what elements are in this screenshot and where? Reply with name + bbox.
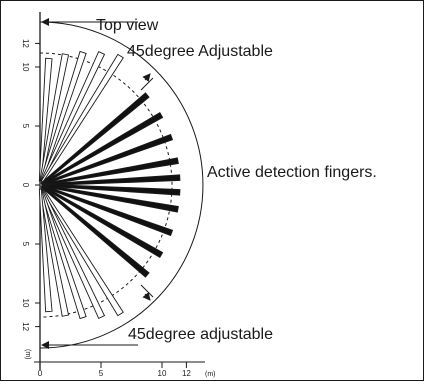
y-tick-label: 10 — [21, 63, 30, 72]
x-tick-label: 10 — [158, 369, 167, 378]
lower-adjust-marker — [140, 284, 154, 298]
x-axis-unit: (m) — [205, 371, 216, 378]
y-tick-label: 10 — [21, 299, 30, 308]
adjustable-finger — [38, 188, 53, 313]
upper-adjust-marker — [140, 77, 154, 91]
adjustable-arc — [39, 21, 204, 349]
y-tick-label: 5 — [21, 242, 30, 247]
active-finger — [40, 185, 150, 278]
y-tick-label: 12 — [21, 39, 30, 48]
y-tick-label: 5 — [21, 124, 30, 129]
title-top-view: Top view — [96, 17, 159, 34]
y-tick-label: 0 — [21, 183, 30, 188]
x-tick-label: 12 — [182, 369, 191, 378]
detection-fingers-label: Active detection fingers. — [207, 164, 377, 181]
adjustable-finger — [40, 53, 124, 183]
y-axis-unit: (m) — [24, 349, 31, 360]
upper-adjust-label: 45degree Adjustable — [127, 43, 273, 60]
lower-adjust-label: 45degree adjustable — [128, 326, 273, 343]
y-tick-label: 12 — [21, 322, 30, 331]
lower-adjust-arrow — [142, 292, 151, 301]
x-tick-label: 0 — [38, 369, 43, 378]
y-axis-ticks: 12 10 5 0 5 10 12 — [21, 39, 40, 332]
x-tick-label: 5 — [99, 369, 104, 378]
x-axis-ticks: 0 5 10 12 — [38, 362, 191, 378]
detection-fingers — [38, 50, 181, 320]
upper-adjust-arrow — [142, 73, 151, 82]
range-arc-inner — [39, 52, 173, 318]
